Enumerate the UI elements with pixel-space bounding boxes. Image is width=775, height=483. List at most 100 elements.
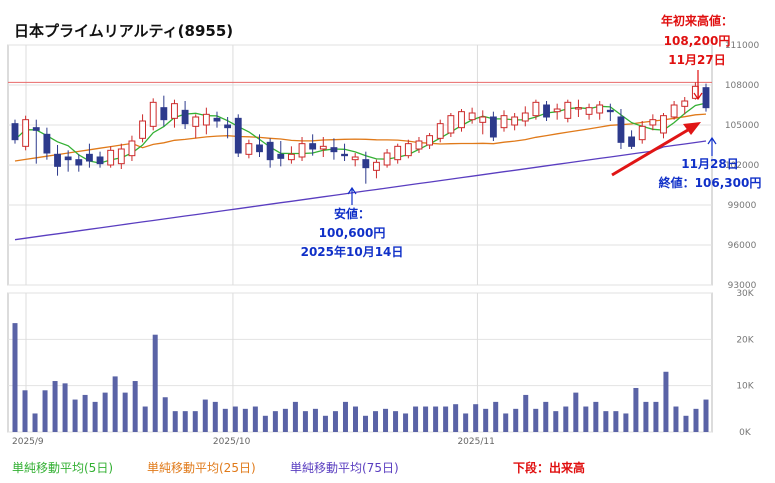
volume-bar (12, 323, 18, 432)
volume-bar (513, 408, 519, 432)
volume-bar (22, 390, 28, 432)
trend-arrow-shaft (611, 125, 694, 177)
candle-down (489, 116, 497, 138)
candle-down (96, 156, 104, 165)
price-tick-label: 111000 (725, 41, 760, 51)
candle-up (436, 123, 444, 139)
volume-bar (593, 401, 599, 432)
candle-up (681, 100, 689, 107)
volume-bar (152, 334, 158, 432)
candle-up (245, 143, 253, 155)
candle-down (85, 153, 93, 162)
candle-up (107, 149, 115, 166)
x-tick-label: 2025/10 (213, 437, 251, 447)
volume-bar (543, 401, 549, 432)
volume-bar (272, 411, 278, 432)
candle-up (149, 101, 157, 127)
volume-bar (182, 411, 188, 432)
volume-bar (603, 411, 609, 432)
volume-bar (493, 401, 499, 432)
annotation-close-date: 11月28日 (681, 157, 738, 171)
candle-down (181, 109, 189, 125)
candle-up (171, 103, 178, 119)
volume-bar (42, 390, 48, 432)
volume-bar (262, 415, 268, 432)
annotation-low-arrow (347, 186, 357, 205)
volume-bar (282, 408, 288, 432)
candle-down (160, 107, 168, 121)
volume-bar (693, 408, 699, 432)
volume-bar (212, 401, 218, 432)
annotation-year-high-label: 年初来高値： (661, 13, 733, 28)
volume-tick-label: 30K (736, 289, 754, 299)
volume-bar (32, 413, 38, 432)
candle-down (362, 159, 370, 169)
ma75-line (14, 140, 707, 241)
price-tick-label: 102000 (725, 161, 760, 171)
candle-down (543, 104, 550, 118)
volume-bar (563, 406, 569, 432)
volume-bar (403, 413, 409, 432)
candle-down (702, 87, 710, 109)
candle-up (117, 148, 125, 165)
volume-bar (683, 415, 689, 432)
annotation-year-high-date: 11月27日 (668, 53, 725, 67)
volume-bar (373, 411, 379, 432)
candle-down (330, 147, 338, 153)
legend-ma5: 単純移動平均(5日) (12, 461, 113, 475)
candle-up (192, 116, 200, 127)
price-tick-label: 93000 (728, 281, 757, 291)
volume-bar (52, 381, 58, 432)
volume-bar (242, 408, 248, 432)
candle-up (564, 101, 572, 119)
candle-up (585, 107, 593, 115)
volume-bar (433, 406, 439, 432)
candle-down (277, 153, 285, 159)
volume-bar (533, 408, 539, 432)
price-tick-label: 105000 (725, 121, 760, 131)
candle-down (266, 141, 274, 161)
volume-bar (312, 408, 318, 432)
volume-tick-label: 20K (736, 335, 754, 345)
volume-bar (443, 406, 449, 432)
volume-bar (653, 401, 659, 432)
candle-down (54, 153, 61, 167)
candle-up (404, 143, 412, 157)
candle-up (373, 161, 380, 171)
volume-bar (332, 411, 338, 432)
candle-up (649, 119, 657, 126)
volume-tick-label: 0K (739, 428, 752, 438)
candle-down (43, 133, 51, 154)
candle-down (628, 136, 636, 147)
volume-bar (473, 404, 479, 432)
candle-up (319, 145, 327, 150)
candle-down (32, 127, 40, 131)
candle-up (426, 135, 434, 146)
volume-bar (623, 413, 629, 432)
volume-bar (703, 399, 709, 432)
candle-up (22, 119, 30, 147)
annotation-low-label: 安値： (334, 206, 370, 221)
volume-bar (72, 399, 78, 432)
candle-up (479, 116, 487, 123)
candle-up (139, 120, 146, 139)
candle-up (638, 125, 646, 141)
volume-bar (232, 406, 238, 432)
volume-bar (393, 411, 399, 432)
candle-up (521, 112, 529, 122)
volume-tick-label: 10K (736, 382, 754, 392)
volume-bar (523, 394, 529, 432)
candle-down (11, 123, 19, 141)
chart-title: 日本プライムリアルティ(8955) (14, 22, 234, 40)
candle-down (213, 117, 221, 122)
volume-bar (453, 404, 459, 432)
candle-up (128, 140, 136, 157)
candle-up (670, 104, 678, 118)
x-tick-label: 2025/11 (457, 437, 494, 447)
candle-down (75, 159, 83, 166)
candle-up (511, 116, 519, 126)
candle-up (532, 101, 540, 117)
candle-up (458, 111, 465, 129)
annotation-close-arrow (707, 136, 717, 156)
